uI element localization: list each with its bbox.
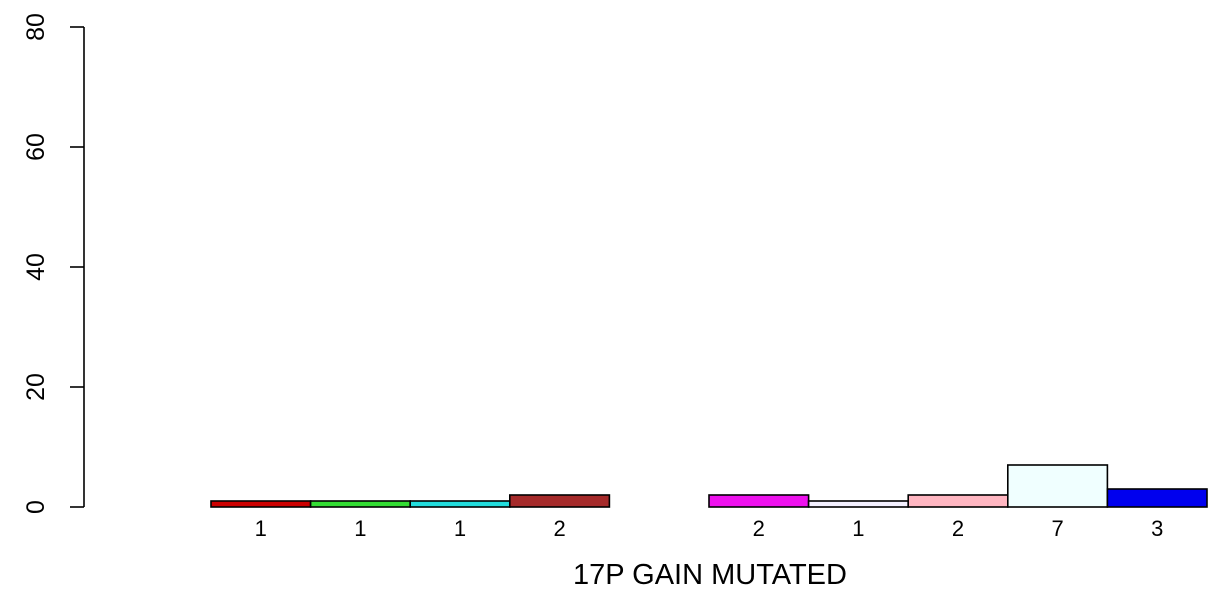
bar-count-label: 1 <box>255 516 267 541</box>
bar-count-label: 2 <box>753 516 765 541</box>
bar <box>807 500 909 508</box>
bar <box>1106 488 1208 508</box>
y-tick-label: 60 <box>22 133 50 161</box>
y-tick-label: 40 <box>22 253 50 281</box>
y-axis: 0 20 40 60 80 <box>22 13 85 514</box>
bar-count-label: 7 <box>1051 516 1063 541</box>
bar-count-label: 1 <box>354 516 366 541</box>
bar <box>1006 464 1109 508</box>
bar <box>210 500 312 508</box>
bar-count-label: 2 <box>553 516 565 541</box>
bar <box>708 494 810 508</box>
bar-count-label: 1 <box>852 516 864 541</box>
bar-count-label: 1 <box>454 516 466 541</box>
bar <box>409 500 511 508</box>
y-tick-label: 20 <box>22 373 50 401</box>
count-labels-group: 1 1 1 2 2 1 2 7 3 <box>255 516 1164 541</box>
bars-group <box>210 464 1208 508</box>
y-tick-label: 80 <box>22 13 50 41</box>
y-tick-label: 0 <box>22 500 50 514</box>
x-axis-label: 17P GAIN MUTATED <box>573 559 847 591</box>
bar <box>309 500 412 508</box>
bar <box>907 494 1009 508</box>
bar <box>508 494 611 508</box>
bar-count-label: 2 <box>952 516 964 541</box>
bar-count-label: 3 <box>1151 516 1163 541</box>
